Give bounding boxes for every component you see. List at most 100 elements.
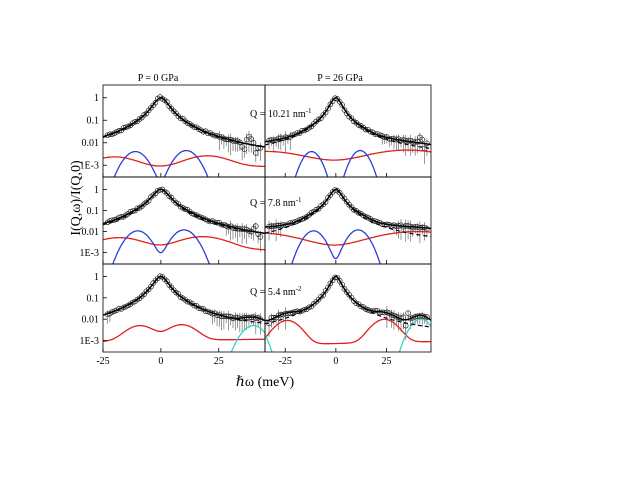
panel-content: [265, 274, 431, 352]
panel-content: [265, 187, 431, 264]
total-fit-curve: [265, 96, 431, 146]
data-point: [134, 205, 141, 212]
panel-frame: [264, 263, 432, 353]
data-point: [306, 304, 312, 310]
q-label-row-2-text: Q = 5.4 nm: [250, 287, 296, 298]
x-tick-label: 0: [333, 356, 338, 367]
data-point: [372, 218, 378, 224]
q-label-row-2-sup: -2: [296, 285, 302, 293]
data-point: [405, 310, 411, 316]
panel-content: [103, 273, 265, 352]
red-curve: [265, 149, 431, 161]
data-point: [164, 99, 170, 105]
q-label-row-2: Q = 5.4 nm-2: [250, 285, 302, 298]
total-fit-curve: [103, 188, 265, 235]
q-label-row-0: Q = 10.21 nm-1: [250, 107, 312, 120]
q-label-row-1: Q = 7.8 nm-1: [250, 196, 302, 209]
data-point: [177, 115, 184, 122]
panel-content: [103, 186, 265, 264]
panel-frame: [102, 176, 266, 265]
data-point: [184, 298, 191, 305]
data-point: [152, 99, 159, 106]
x-tick-label: 25: [381, 356, 391, 367]
blue-curve: [294, 149, 378, 177]
column-title-1: P = 26 GPa: [317, 73, 363, 84]
x-tick-label: 25: [214, 356, 224, 367]
data-point: [337, 278, 343, 284]
data-point: [184, 120, 191, 126]
y-tick-label: 1: [94, 93, 99, 104]
data-point: [322, 199, 329, 205]
y-tick-label: 0.1: [87, 116, 100, 127]
panel-r0-c1: [264, 84, 432, 178]
data-point: [339, 102, 345, 108]
q-label-row-1-sup: -1: [296, 196, 302, 204]
dashed-curve: [265, 97, 431, 149]
blue-curve: [291, 229, 381, 264]
cyan-curve: [265, 318, 431, 352]
data-point: [116, 128, 122, 134]
panel-r0-c0: 1 0.1 0.01 1E-3: [80, 84, 266, 178]
data-point: [132, 119, 138, 125]
y-tick-label: 1: [94, 185, 99, 196]
y-tick-label: 0.01: [82, 227, 100, 238]
y-tick-label: 1: [94, 272, 99, 283]
dashed-curve: [103, 188, 265, 234]
column-title-0: P = 0 GPa: [138, 73, 179, 84]
y-tick-label: 0.01: [82, 315, 100, 326]
total-fit-curve: [265, 275, 431, 322]
cyan-curve: [230, 324, 265, 352]
dashed-curve: [265, 188, 431, 238]
q-label-row-0-text: Q = 10.21 nm: [250, 109, 306, 120]
y-tick-label: 1E-3: [80, 336, 99, 347]
y-tick-label: 1E-3: [80, 161, 99, 172]
y-tick-label: 0.01: [82, 138, 100, 149]
panel-r2-c0: 1 0.1 0.01 1E-3 -25 0 25: [80, 263, 266, 367]
panel-content: [265, 95, 431, 177]
data-point: [198, 214, 204, 221]
data-point: [419, 136, 425, 143]
data-point: [320, 292, 327, 298]
y-tick-label: 0.1: [87, 293, 100, 304]
panels-root: 1 0.1 0.01 1E-3 1 0.1 0.01 1E-3 1 0.1 0.01 1E-3 -25 0…: [80, 84, 432, 367]
data-point: [257, 234, 264, 240]
x-tick-label: -25: [96, 356, 109, 367]
blue-curve: [113, 149, 209, 177]
data-point: [120, 304, 127, 311]
q-label-row-1-text: Q = 7.8 nm: [250, 198, 296, 209]
data-point: [301, 306, 308, 313]
y-axis-label: I(Q,ω)/I(Q,0): [69, 160, 84, 236]
red-curve: [103, 155, 265, 168]
red-curve: [265, 318, 431, 345]
x-tick-label: -25: [279, 356, 292, 367]
panel-r1-c0: 1 0.1 0.01 1E-3: [80, 176, 266, 265]
blue-curve: [112, 229, 210, 264]
data-point: [198, 305, 204, 312]
data-point: [325, 105, 331, 112]
q-label-row-0-sup: -1: [306, 107, 312, 115]
data-point: [351, 207, 357, 213]
red-curve: [103, 324, 265, 342]
panel-r2-c1: -25 0 25: [264, 263, 432, 367]
dashed-curve: [265, 275, 431, 328]
x-axis-label: ℏω (meV): [236, 375, 295, 390]
data-point: [322, 109, 329, 116]
panel-frame: [264, 84, 432, 178]
data-point: [145, 198, 152, 204]
panel-r1-c1: [264, 176, 432, 265]
data-point: [339, 281, 345, 288]
dashed-curve: [103, 97, 265, 148]
total-fit-curve: [265, 188, 431, 230]
red-curve: [103, 236, 265, 251]
data-point: [253, 223, 259, 229]
panel-content: [103, 94, 265, 177]
total-fit-curve: [103, 96, 265, 148]
data-point: [325, 284, 331, 291]
y-tick-label: 1E-3: [80, 248, 99, 259]
y-tick-label: 0.1: [87, 206, 100, 217]
red-curve: [265, 230, 431, 246]
data-point: [424, 314, 430, 320]
total-fit-curve: [103, 275, 265, 322]
data-point: [355, 122, 362, 128]
